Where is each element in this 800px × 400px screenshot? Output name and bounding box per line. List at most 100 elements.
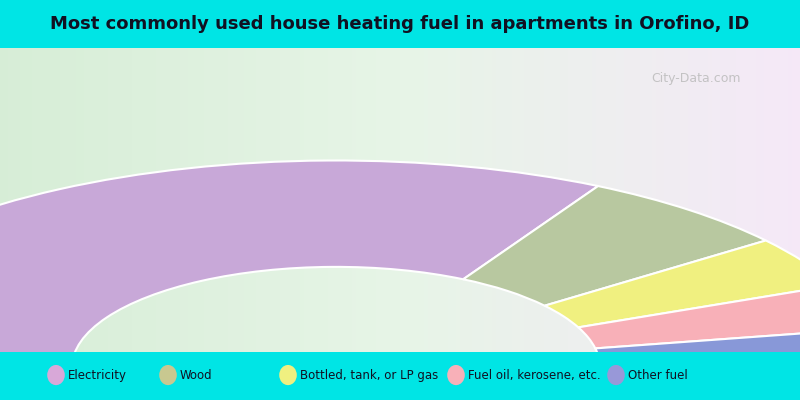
Bar	[236, 48, 241, 352]
Bar	[744, 48, 749, 352]
Bar	[628, 48, 633, 352]
Bar	[60, 48, 65, 352]
Bar	[288, 48, 293, 352]
Bar	[632, 48, 637, 352]
Bar	[20, 48, 25, 352]
Bar	[168, 48, 173, 352]
Bar	[516, 48, 521, 352]
Bar	[732, 48, 737, 352]
Bar	[388, 48, 393, 352]
Bar	[476, 48, 481, 352]
Bar	[428, 48, 433, 352]
Bar	[100, 48, 105, 352]
Bar	[44, 48, 49, 352]
Bar	[36, 48, 41, 352]
Bar	[528, 48, 533, 352]
Bar	[396, 48, 401, 352]
Wedge shape	[595, 328, 800, 367]
Bar	[448, 48, 453, 352]
Bar	[512, 48, 517, 352]
Bar	[220, 48, 225, 352]
Bar	[244, 48, 249, 352]
Bar	[392, 48, 397, 352]
Bar	[216, 48, 221, 352]
Bar	[452, 48, 457, 352]
Bar	[112, 48, 117, 352]
Bar	[616, 48, 621, 352]
Bar	[4, 48, 9, 352]
Bar	[580, 48, 585, 352]
Bar	[684, 48, 689, 352]
Bar	[296, 48, 301, 352]
Bar	[420, 48, 425, 352]
Bar	[696, 48, 701, 352]
Bar	[260, 48, 265, 352]
Bar	[308, 48, 313, 352]
Bar	[164, 48, 169, 352]
Bar	[736, 48, 741, 352]
Bar	[752, 48, 757, 352]
Bar	[572, 48, 577, 352]
Bar	[300, 48, 305, 352]
Bar	[400, 48, 405, 352]
Bar	[656, 48, 661, 352]
Bar	[668, 48, 673, 352]
Bar	[544, 48, 549, 352]
Bar	[160, 48, 165, 352]
Bar	[560, 48, 565, 352]
Text: Electricity: Electricity	[68, 368, 127, 382]
Text: Most commonly used house heating fuel in apartments in Orofino, ID: Most commonly used house heating fuel in…	[50, 15, 750, 33]
Bar	[424, 48, 429, 352]
Bar	[172, 48, 177, 352]
Bar	[12, 48, 17, 352]
Bar	[596, 48, 601, 352]
Bar	[104, 48, 109, 352]
Bar	[348, 48, 353, 352]
Bar	[276, 48, 281, 352]
Bar	[284, 48, 289, 352]
Bar	[612, 48, 617, 352]
Ellipse shape	[279, 365, 297, 385]
Bar	[56, 48, 61, 352]
Text: Wood: Wood	[180, 368, 213, 382]
Bar	[504, 48, 509, 352]
Bar	[8, 48, 13, 352]
Bar	[456, 48, 461, 352]
Bar	[248, 48, 253, 352]
Bar	[84, 48, 89, 352]
Bar	[624, 48, 629, 352]
Bar	[204, 48, 209, 352]
Bar	[156, 48, 161, 352]
Bar	[28, 48, 33, 352]
Bar	[784, 48, 789, 352]
Bar	[788, 48, 793, 352]
Bar	[460, 48, 465, 352]
Bar	[564, 48, 569, 352]
Bar	[152, 48, 157, 352]
Bar	[764, 48, 769, 352]
Bar	[324, 48, 329, 352]
Bar	[24, 48, 29, 352]
Bar	[772, 48, 777, 352]
Bar	[416, 48, 421, 352]
Bar	[588, 48, 593, 352]
Ellipse shape	[47, 365, 65, 385]
Bar	[536, 48, 541, 352]
Bar	[376, 48, 381, 352]
Bar	[316, 48, 321, 352]
Bar	[408, 48, 413, 352]
Bar	[224, 48, 229, 352]
Text: Fuel oil, kerosene, etc.: Fuel oil, kerosene, etc.	[468, 368, 601, 382]
Bar	[520, 48, 525, 352]
Bar	[724, 48, 729, 352]
Bar	[436, 48, 441, 352]
Text: Bottled, tank, or LP gas: Bottled, tank, or LP gas	[300, 368, 438, 382]
Ellipse shape	[447, 365, 465, 385]
Bar	[672, 48, 677, 352]
Bar	[252, 48, 257, 352]
Bar	[292, 48, 297, 352]
Bar	[264, 48, 269, 352]
Bar	[660, 48, 665, 352]
Bar	[356, 48, 361, 352]
Bar	[180, 48, 185, 352]
